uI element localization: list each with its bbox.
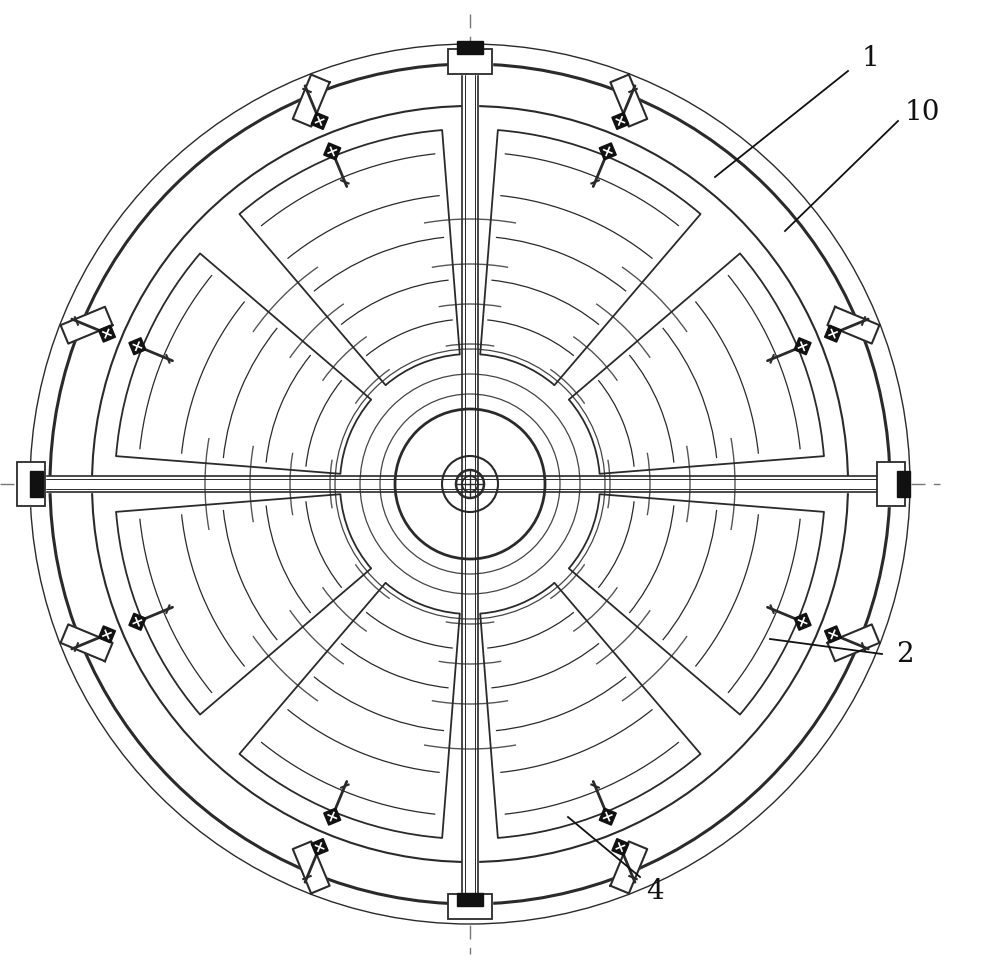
Text: 10: 10 <box>904 99 940 125</box>
Bar <box>462 50 478 919</box>
Bar <box>17 462 45 507</box>
Bar <box>457 42 483 55</box>
Bar <box>30 472 43 497</box>
Bar <box>877 462 905 507</box>
Text: 1: 1 <box>861 45 879 72</box>
Polygon shape <box>612 839 629 856</box>
Polygon shape <box>825 326 842 343</box>
Polygon shape <box>293 841 330 893</box>
Polygon shape <box>612 113 629 130</box>
Polygon shape <box>794 338 811 356</box>
Polygon shape <box>61 307 113 344</box>
Polygon shape <box>610 841 647 893</box>
Polygon shape <box>794 613 811 631</box>
Bar <box>448 50 492 75</box>
Polygon shape <box>61 625 113 662</box>
Bar <box>457 893 483 906</box>
Bar <box>448 894 492 919</box>
Polygon shape <box>311 839 328 856</box>
Polygon shape <box>324 808 341 826</box>
Polygon shape <box>610 76 647 128</box>
Polygon shape <box>827 625 879 662</box>
Text: 2: 2 <box>896 641 914 668</box>
Polygon shape <box>98 626 115 643</box>
Polygon shape <box>599 143 616 161</box>
Polygon shape <box>293 76 330 128</box>
Bar <box>17 462 45 507</box>
Polygon shape <box>825 626 842 643</box>
Bar <box>897 472 910 497</box>
Polygon shape <box>827 307 879 344</box>
Polygon shape <box>599 808 616 826</box>
Polygon shape <box>129 613 146 631</box>
Bar <box>877 462 905 507</box>
Polygon shape <box>311 113 328 130</box>
Bar <box>448 50 492 75</box>
Bar <box>35 477 905 492</box>
Polygon shape <box>324 143 341 161</box>
Text: 4: 4 <box>646 878 664 905</box>
Polygon shape <box>98 326 115 343</box>
Polygon shape <box>129 338 146 356</box>
Bar <box>448 894 492 919</box>
